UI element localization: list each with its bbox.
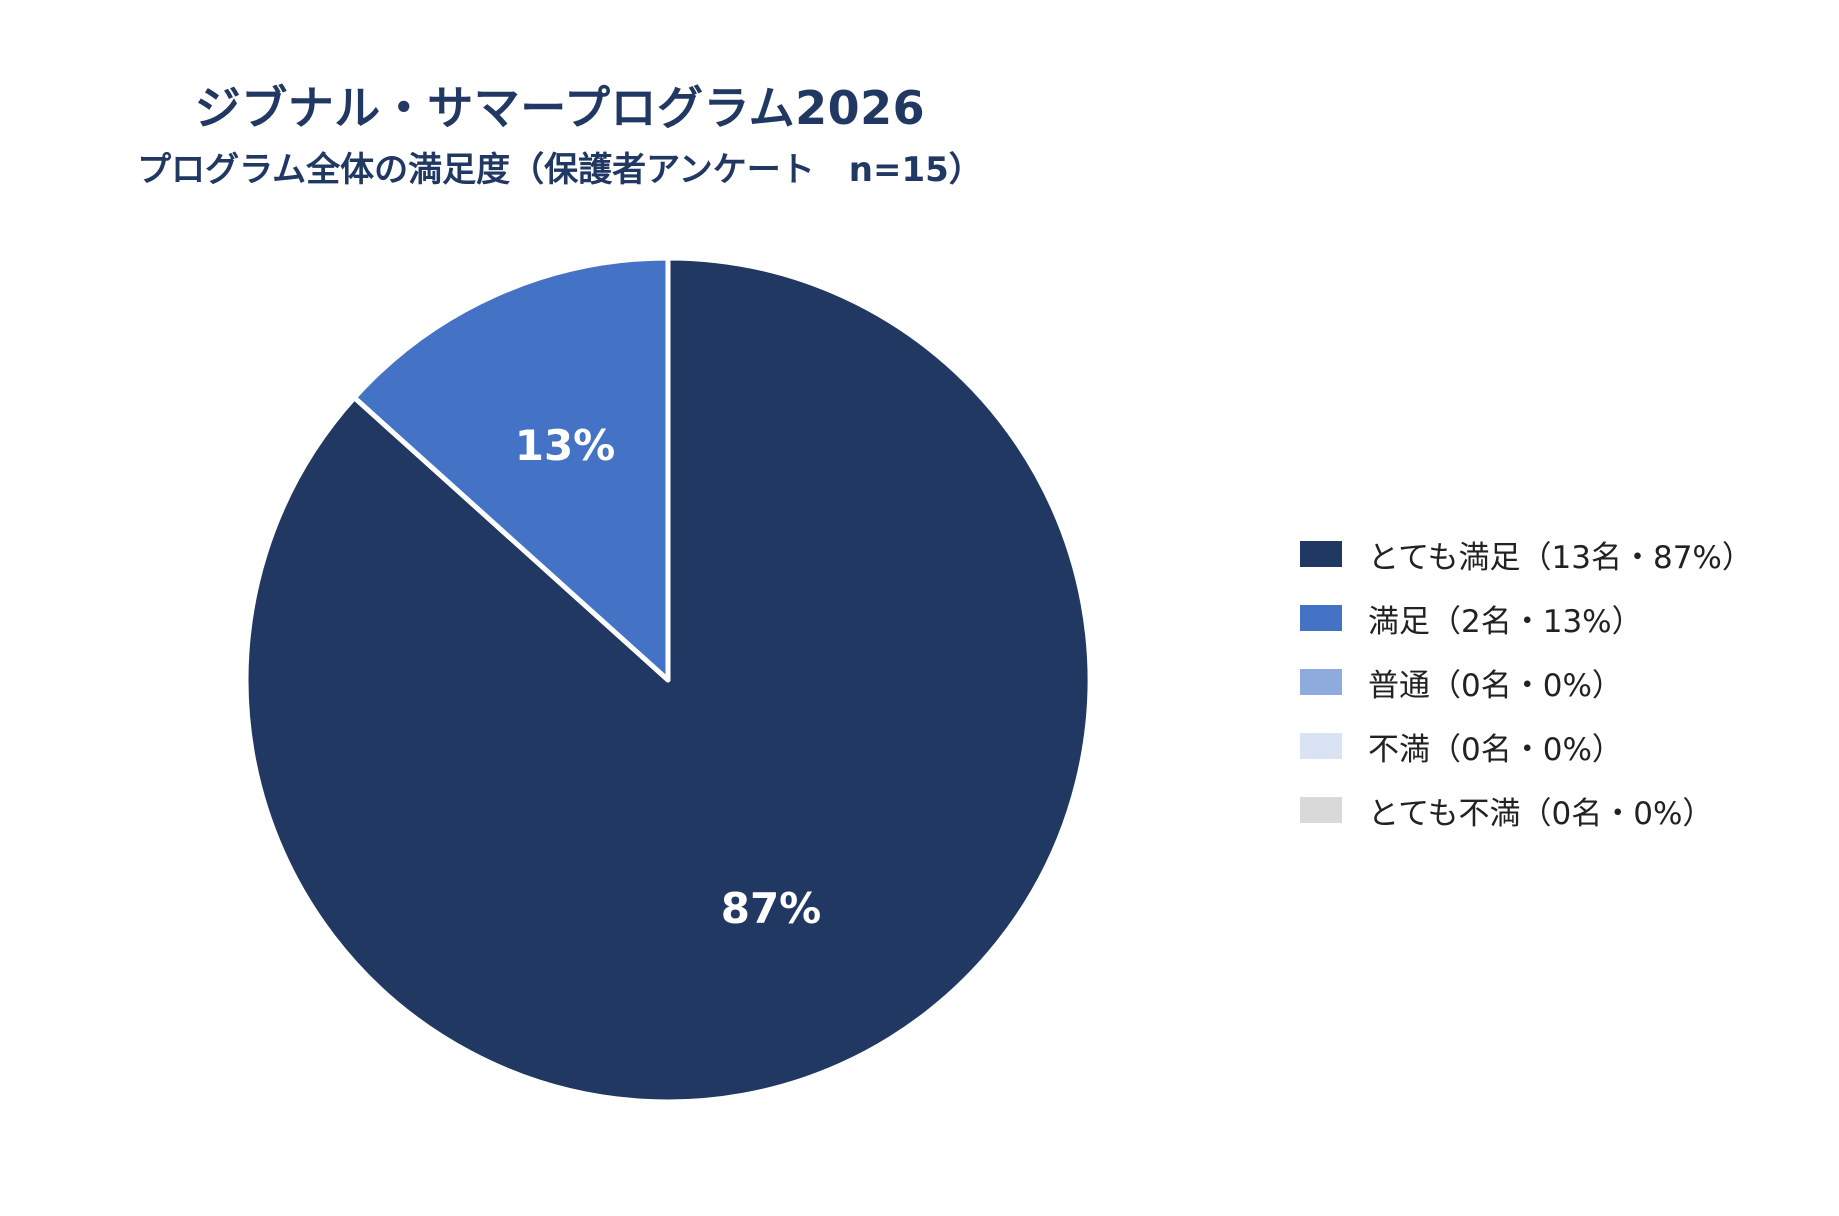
chart-title: ジブナル・サマープログラム2026 (194, 81, 926, 135)
legend-item-dissatisfied: 不満（0名・0%） (1300, 714, 1753, 778)
legend: とても満足（13名・87%） 満足（2名・13%） 普通（0名・0%） 不満（0… (1300, 522, 1753, 842)
legend-item-neutral: 普通（0名・0%） (1300, 650, 1753, 714)
legend-swatch (1300, 669, 1342, 695)
legend-label: 満足（2名・13%） (1368, 603, 1643, 640)
legend-item-very-dissatisfied: とても不満（0名・0%） (1300, 778, 1753, 842)
pie-slice-labels: 87% 13% (515, 421, 822, 933)
legend-label: とても不満（0名・0%） (1368, 795, 1714, 832)
legend-label: 不満（0名・0%） (1368, 731, 1623, 768)
legend-item-very-satisfied: とても満足（13名・87%） (1300, 522, 1753, 586)
legend-label: 普通（0名・0%） (1368, 667, 1623, 704)
slice-label-satisfied: 13% (515, 421, 616, 470)
pie-slice-satisfied (351, 255, 671, 683)
legend-item-satisfied: 満足（2名・13%） (1300, 586, 1753, 650)
legend-swatch (1300, 605, 1342, 631)
legend-label: とても満足（13名・87%） (1368, 539, 1753, 576)
pie-slices (243, 255, 1093, 1105)
slice-label-very-satisfied: 87% (721, 884, 822, 933)
legend-swatch (1300, 797, 1342, 823)
legend-swatch (1300, 541, 1342, 567)
chart-subtitle: プログラム全体の満足度（保護者アンケート n=15） (137, 150, 983, 190)
legend-swatch (1300, 733, 1342, 759)
